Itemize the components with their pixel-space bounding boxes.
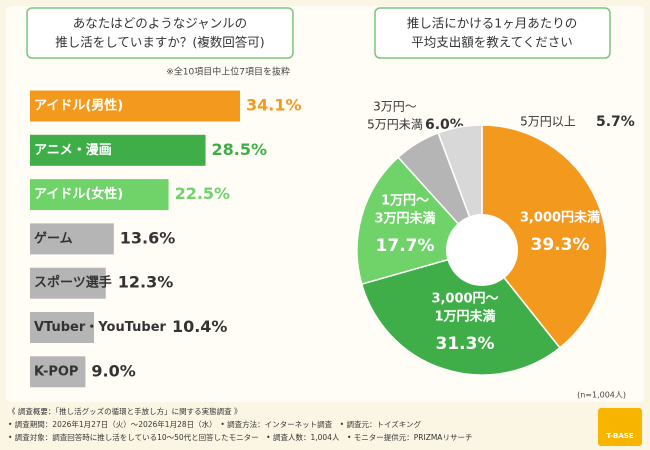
- value-label: 31.3%: [436, 334, 495, 354]
- bar: [30, 267, 106, 299]
- bar: [30, 90, 240, 122]
- bar: [30, 312, 95, 343]
- category-label: 3,000円未満: [520, 210, 600, 226]
- category-label: ゲーム: [34, 230, 73, 246]
- category-label: アニメ・漫画: [34, 142, 112, 158]
- category-label: 5万円以上: [520, 115, 576, 129]
- value-label: 10.4%: [172, 317, 228, 336]
- value-label: 9.0%: [91, 361, 135, 380]
- logo: [598, 408, 642, 446]
- chart-title: 推し活にかける1ヶ月あたりの: [407, 16, 577, 31]
- value-label: 5.7%: [596, 114, 635, 130]
- category-label: 5万円未満: [367, 118, 423, 132]
- donut-hole: [446, 214, 518, 286]
- category-label: アイドル(男性): [34, 98, 123, 114]
- title-box: [374, 7, 611, 59]
- bar: [30, 134, 206, 166]
- category-label: VTuber・YouTuber: [34, 320, 167, 335]
- value-label: 17.7%: [376, 236, 435, 256]
- category-label: 3万円～: [373, 100, 417, 114]
- chart-title: 推し活をしていますか？(複数回答可): [55, 35, 264, 50]
- footer-line: 《 調査概要：「推し活グッズの循環と手放し方」に関する実態調査 》: [8, 406, 242, 416]
- slice: [360, 249, 561, 376]
- value-label: 34.1%: [246, 96, 302, 115]
- bar: [30, 179, 169, 211]
- category-label: 1万円未満: [434, 309, 495, 325]
- footer-line: • 調査対象：調査回答時に推し活をしている10～50代と回答したモニター • 調…: [8, 432, 472, 442]
- category-label: アイドル(女性): [34, 186, 123, 202]
- bar: [30, 356, 86, 388]
- slice: [481, 124, 608, 349]
- chart-title: 平均支出額を教えてください: [411, 35, 573, 50]
- value-label: 12.3%: [118, 273, 174, 292]
- footer-line: • 調査期間：2026年1月27日（火）～2026年1月28日（水） • 調査方…: [8, 419, 422, 429]
- value-label: 39.3%: [531, 235, 590, 255]
- category-label: K-POP: [34, 364, 78, 379]
- chart-subtitle: ※全10項目中上位7項目を抜粋: [166, 66, 290, 78]
- logo-text: T-BASE: [606, 432, 633, 440]
- value-label: 22.5%: [175, 184, 231, 203]
- category-label: 3,000円～: [431, 292, 498, 307]
- value-label: 28.5%: [212, 140, 268, 159]
- title-box: [26, 7, 294, 59]
- chart-title: あなたはどのようなジャンルの: [73, 16, 247, 31]
- value-label: 13.6%: [120, 228, 176, 247]
- category-label: 3万円未満: [374, 211, 435, 227]
- category-label: スポーツ選手: [34, 275, 112, 291]
- category-label: 1万円～: [381, 194, 429, 209]
- sample-note: (n=1,004人): [577, 391, 626, 400]
- bar: [30, 223, 114, 255]
